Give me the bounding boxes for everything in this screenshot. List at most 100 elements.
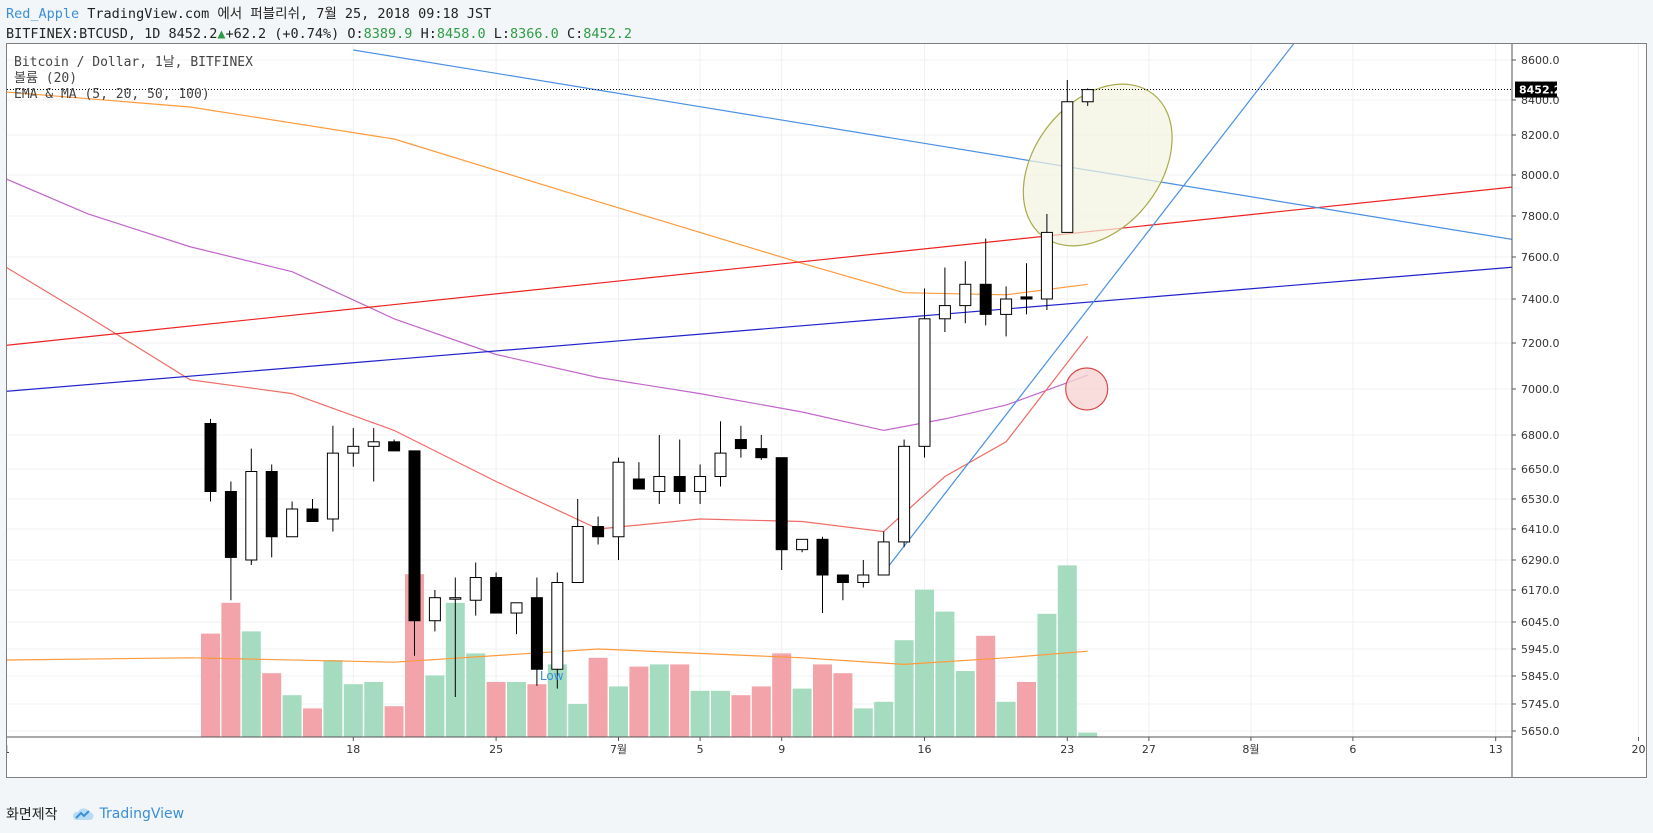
footer-caption: 화면제작	[6, 807, 58, 823]
candle-body	[469, 577, 482, 601]
time-tick-label: 8월	[1242, 743, 1259, 756]
candle-body	[490, 577, 503, 614]
candle-body	[224, 491, 237, 558]
change-up-icon: ▲	[217, 26, 226, 42]
volume-bar	[1078, 732, 1098, 737]
time-tick-label: 25	[489, 743, 503, 756]
candle-body	[612, 461, 625, 538]
candles	[204, 80, 1094, 697]
close-value: 8452.2	[583, 26, 633, 42]
price-tick-label: 7000.0	[1521, 383, 1560, 396]
ohlc-row: BITFINEX:BTCUSD, 1D 8452.2▲+62.2 (+0.74%…	[6, 24, 632, 44]
candle-body	[408, 450, 421, 622]
candle-body	[714, 452, 727, 477]
volume-bar	[792, 688, 812, 737]
volume-bar	[935, 611, 955, 737]
high-value: 8458.0	[436, 26, 486, 42]
volume-bar	[772, 653, 792, 737]
time-tick-label: 9	[778, 743, 785, 756]
price-tick-label: 6650.0	[1521, 463, 1560, 476]
candle-body	[694, 476, 707, 492]
volume-bar	[690, 690, 710, 737]
candle-body	[979, 283, 992, 315]
trendline	[7, 186, 1512, 346]
series-ma-50	[7, 178, 1088, 432]
candle-body	[734, 439, 747, 450]
drawing-shapes	[1022, 83, 1173, 411]
candle-body	[245, 471, 258, 561]
volume-bar	[425, 675, 445, 737]
tradingview-brand[interactable]: TradingView	[72, 806, 185, 822]
price-axis: 8600.08400.08200.08000.07800.07600.07400…	[1512, 54, 1560, 738]
volume-bar	[1057, 565, 1077, 737]
author-link[interactable]: Red_Apple	[6, 6, 80, 22]
open-value: 8389.9	[363, 26, 413, 42]
price-tick-label: 6530.0	[1521, 493, 1560, 506]
low-label: L:	[493, 26, 511, 42]
brand-label[interactable]: TradingView	[99, 806, 185, 822]
trendline	[7, 266, 1512, 392]
volume-bar	[303, 708, 322, 737]
price-tick-label: 6170.0	[1521, 584, 1560, 597]
price-tick-label: 5745.0	[1521, 698, 1560, 711]
volume-bars	[201, 565, 1098, 737]
time-tick-label: 16	[918, 743, 932, 756]
chart-header: Red_Apple TradingView.com 에서 퍼블리쉬, 7월 25…	[6, 4, 632, 44]
candlestick-chart[interactable]: Low8600.08400.08200.08000.07800.07600.07…	[7, 44, 1646, 777]
candle-body	[571, 526, 584, 583]
volume-bar	[813, 664, 832, 737]
volume-bar	[547, 664, 567, 737]
series-ma-volume	[7, 648, 1088, 666]
time-tick-label: 5	[697, 743, 704, 756]
time-tick-label: 7월	[610, 743, 627, 756]
volume-bar	[343, 684, 363, 737]
time-tick-label: 20	[1632, 743, 1646, 756]
candle-body	[877, 541, 890, 576]
volume-bar	[384, 706, 404, 737]
series-ema-100	[7, 91, 1088, 296]
last-price-label: 8452.2	[1519, 84, 1561, 97]
trendline	[883, 44, 1295, 573]
candle-body	[653, 476, 666, 492]
volume-bar	[955, 671, 975, 737]
candle-body	[1040, 231, 1053, 300]
volume-bar	[527, 684, 547, 737]
candle-body	[347, 445, 360, 454]
legend-symbol[interactable]: Bitcoin / Dollar, 1날, BITFINEX	[14, 55, 253, 70]
change-value: +62.2 (+0.74%)	[225, 26, 340, 42]
time-tick-label: 27	[1142, 743, 1156, 756]
legend-ema[interactable]: EMA & MA (5, 20, 50, 100)	[14, 87, 210, 102]
volume-bar	[466, 653, 486, 737]
candle-body	[959, 283, 972, 307]
candle-body	[428, 597, 441, 622]
chart-area[interactable]: Low 8600.0 8400.0 8200.0 8000.0 7800.0 7600.0 7…	[6, 43, 1647, 778]
publish-text: TradingView.com 에서 퍼블리쉬, 7월 25, 2018 09:…	[87, 6, 492, 22]
volume-bar	[649, 664, 669, 737]
candle-body	[796, 538, 809, 551]
time-axis: 1 18 25 7월 5 9 16 23 27 8월 6 13 20	[7, 737, 1646, 756]
candle-body	[265, 471, 278, 538]
volume-bar	[262, 673, 282, 737]
volume-bar	[201, 633, 220, 737]
price-tick-label: 7200.0	[1521, 337, 1560, 350]
price-tick-label: 7600.0	[1521, 251, 1560, 264]
candle-body	[1000, 298, 1013, 315]
high-label: H:	[420, 26, 437, 42]
open-label: O:	[347, 26, 364, 42]
candle-body	[755, 448, 768, 459]
volume-bar	[833, 673, 853, 737]
candle-body	[326, 452, 339, 520]
time-tick-label: 6	[1349, 743, 1356, 756]
candle-body	[898, 445, 911, 543]
volume-bar	[486, 682, 506, 737]
candle-body	[1061, 101, 1074, 233]
volume-bar	[588, 657, 608, 737]
candle-body	[1081, 89, 1094, 103]
candle-body	[918, 318, 931, 447]
volume-bar	[609, 686, 628, 737]
price-tick-label: 5945.0	[1521, 643, 1560, 656]
volume-bar	[1037, 613, 1057, 737]
volume-bar	[282, 695, 302, 737]
legend-volume[interactable]: 볼륨 (20)	[14, 71, 78, 86]
time-tick-label: 13	[1489, 743, 1503, 756]
